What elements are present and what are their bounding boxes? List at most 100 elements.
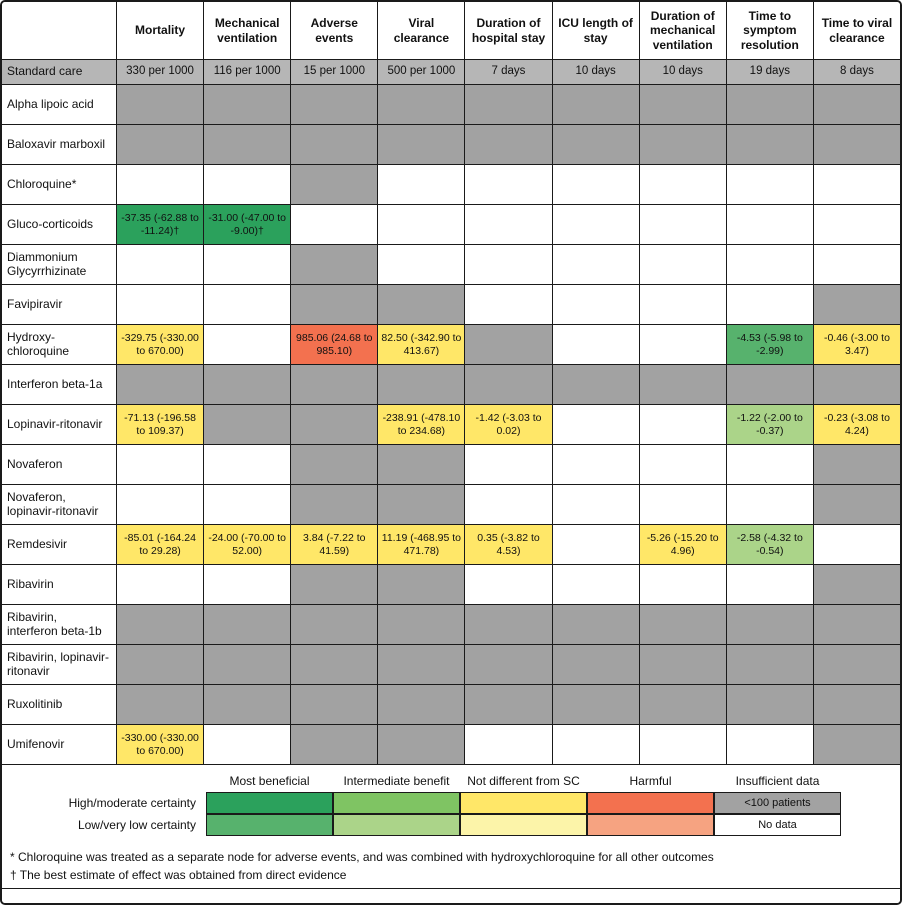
matrix-cell-insufficient [117, 685, 205, 725]
matrix-cell-insufficient [465, 325, 553, 365]
matrix-cell-nodata [639, 445, 727, 485]
legend-corner [8, 774, 206, 792]
matrix-cell-nodata [813, 165, 900, 205]
matrix-cell-value: -4.53 (-5.98 to -2.99) [726, 325, 814, 365]
matrix-cell-insufficient [813, 685, 900, 725]
legend-swatch [333, 792, 460, 814]
matrix-cell-nodata [204, 285, 292, 325]
row-label: Ribavirin [2, 565, 117, 605]
table-row: Alpha lipoic acid [2, 85, 900, 125]
matrix-cell-nodata [552, 565, 640, 605]
matrix-cell-value: -37.35 (-62.88 to -11.24)† [117, 205, 205, 245]
matrix-cell-insufficient [813, 365, 900, 405]
matrix-cell-value: 11.19 (-468.95 to 471.78) [378, 525, 466, 565]
matrix-cell-insufficient [204, 365, 292, 405]
matrix-cell-value: -71.13 (-196.58 to 109.37) [117, 405, 205, 445]
matrix-cell-insufficient [378, 125, 466, 165]
matrix-cell-value: -238.91 (-478.10 to 234.68) [378, 405, 466, 445]
footnote-chloroquine: * Chloroquine was treated as a separate … [10, 850, 714, 864]
matrix-cell-insufficient [378, 605, 466, 645]
matrix-cell-nodata [552, 725, 640, 765]
table-row: Ribavirin [2, 565, 900, 605]
matrix-cell-insufficient [291, 365, 379, 405]
matrix-cell-value: 82.50 (-342.90 to 413.67) [378, 325, 466, 365]
matrix-cell-insufficient [378, 565, 466, 605]
matrix-cell-value: -329.75 (-330.00 to 670.00) [117, 325, 205, 365]
matrix-cell-insufficient [291, 245, 379, 285]
matrix-cell-insufficient [378, 645, 466, 685]
matrix-cell-nodata [726, 205, 814, 245]
matrix-cell-insufficient [639, 605, 727, 645]
table-row: Chloroquine* [2, 165, 900, 205]
matrix-cell-nodata [552, 405, 640, 445]
matrix-cell-nodata [813, 245, 900, 285]
matrix-cell-insufficient [639, 85, 727, 125]
table-row: Interferon beta-1a [2, 365, 900, 405]
matrix-cell-nodata [639, 285, 727, 325]
matrix-cell-nodata [639, 565, 727, 605]
legend-swatch [206, 814, 333, 836]
table-row: Favipiravir [2, 285, 900, 325]
legend-category-label: Most beneficial [229, 774, 310, 788]
matrix-cell-nodata [378, 245, 466, 285]
column-header: Duration of mechanical ventilation [639, 2, 727, 60]
matrix-cell-insufficient [552, 645, 640, 685]
legend-category-label: Harmful [629, 774, 672, 788]
matrix-cell-value: -31.00 (-47.00 to -9.00)† [204, 205, 292, 245]
legend-swatch [460, 814, 587, 836]
row-label: Remdesivir [2, 525, 117, 565]
header-row: Mortality Mechanical ventilation Adverse e… [2, 2, 900, 60]
matrix-cell-nodata [726, 725, 814, 765]
row-label: Favipiravir [2, 285, 117, 325]
matrix-cell-nodata [465, 205, 553, 245]
table-row: Novaferon [2, 445, 900, 485]
column-header: Mortality [117, 2, 205, 60]
matrix-cell-insufficient [378, 685, 466, 725]
matrix-cell-nodata [552, 525, 640, 565]
standard-care-value: 8 days [813, 60, 900, 85]
table-row: Ruxolitinib [2, 685, 900, 725]
matrix-cell-insufficient [465, 125, 553, 165]
standard-care-value: 7 days [465, 60, 553, 85]
matrix-cell-insufficient [291, 165, 379, 205]
legend-certainty-label: High/moderate certainty [68, 796, 196, 810]
matrix-cell-nodata [117, 285, 205, 325]
matrix-cell-nodata [204, 245, 292, 285]
standard-care-row: Standard care 330 per 1000 116 per 1000 15 … [2, 60, 900, 85]
matrix-cell-insufficient [117, 605, 205, 645]
matrix-cell-insufficient [117, 85, 205, 125]
matrix-cell-nodata [552, 325, 640, 365]
matrix-cell-nodata [726, 285, 814, 325]
bottom-strip [2, 888, 900, 903]
matrix-cell-value: -330.00 (-330.00 to 670.00) [117, 725, 205, 765]
matrix-cell-value: -1.42 (-3.03 to 0.02) [465, 405, 553, 445]
row-label: Alpha lipoic acid [2, 85, 117, 125]
matrix-cell-insufficient [465, 85, 553, 125]
matrix-cell-insufficient [639, 645, 727, 685]
standard-care-value: 10 days [639, 60, 727, 85]
matrix-cell-insufficient [291, 645, 379, 685]
matrix-cell-nodata [726, 565, 814, 605]
matrix-cell-insufficient [378, 725, 466, 765]
matrix-cell-insufficient [291, 285, 379, 325]
matrix-cell-nodata [639, 405, 727, 445]
matrix-cell-insufficient [813, 485, 900, 525]
matrix-cell-insufficient [465, 685, 553, 725]
matrix-cell-nodata [465, 725, 553, 765]
matrix-cell-nodata [552, 485, 640, 525]
matrix-cell-insufficient [552, 365, 640, 405]
table-row: Ribavirin, lopinavir-ritonavir [2, 645, 900, 685]
table-row: Remdesivir -85.01 (-164.24 to 29.28) -24.0… [2, 525, 900, 565]
legend-category-label: Insufficient data [735, 774, 820, 788]
matrix-cell-insufficient [291, 125, 379, 165]
matrix-cell-insufficient [552, 685, 640, 725]
row-label: Chloroquine* [2, 165, 117, 205]
matrix-cell-insufficient [813, 285, 900, 325]
matrix-cell-nodata [117, 485, 205, 525]
row-label: Umifenovir [2, 725, 117, 765]
matrix-cell-insufficient [378, 285, 466, 325]
matrix-cell-value: -0.46 (-3.00 to 3.47) [813, 325, 900, 365]
matrix-cell-nodata [117, 565, 205, 605]
matrix-cell-value: -1.22 (-2.00 to -0.37) [726, 405, 814, 445]
matrix-cell-nodata [291, 205, 379, 245]
